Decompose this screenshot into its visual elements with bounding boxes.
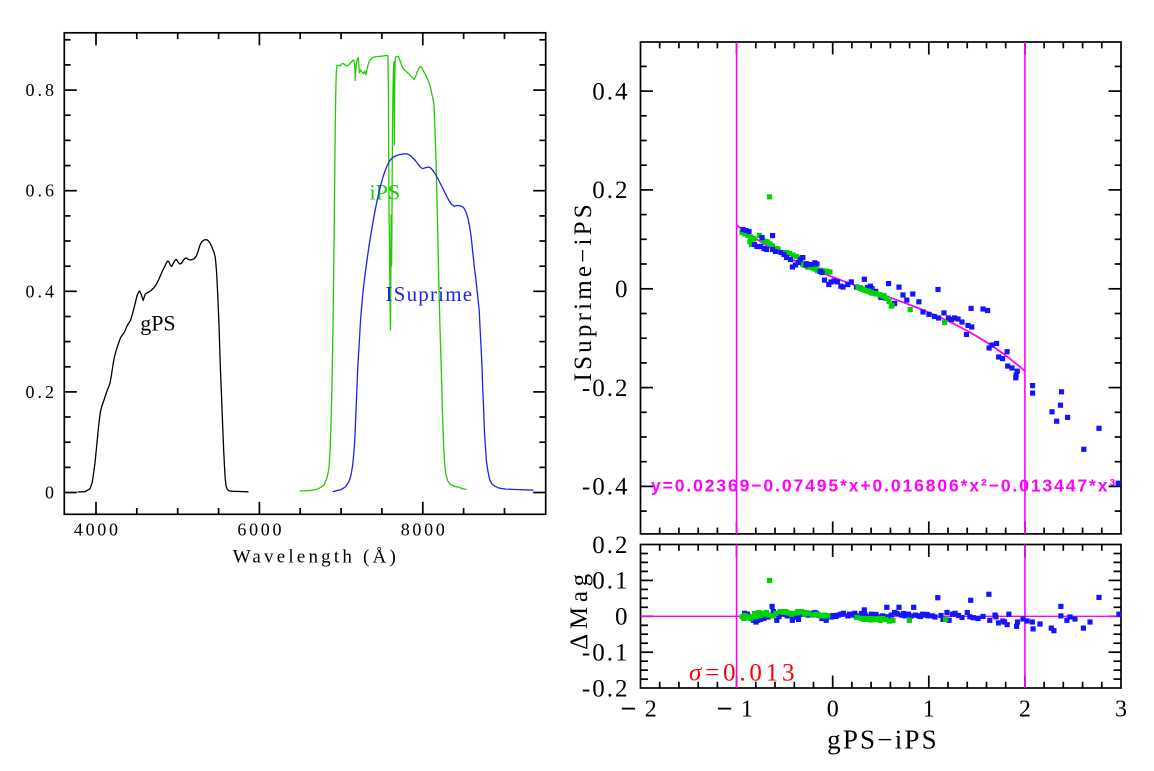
svg-text:-0.1: -0.1 [582, 640, 630, 667]
svg-text:σ=0.013: σ=0.013 [689, 659, 798, 686]
svg-text:0: 0 [827, 697, 839, 723]
svg-text:gPS: gPS [140, 310, 175, 335]
svg-text:y=0.02369−0.07495*x+0.016806*x: y=0.02369−0.07495*x+0.016806*x²−0.013447… [651, 476, 1117, 496]
svg-text:3: 3 [1115, 697, 1127, 723]
svg-text:Wavelength (Å): Wavelength (Å) [233, 547, 399, 568]
svg-text:0.1: 0.1 [592, 568, 629, 595]
svg-text:0.2: 0.2 [592, 177, 629, 204]
svg-text:ΔMag: ΔMag [566, 569, 593, 650]
svg-text:0.8: 0.8 [26, 80, 58, 100]
svg-text:6000: 6000 [237, 520, 284, 540]
svg-text:2: 2 [645, 697, 657, 723]
svg-text:1: 1 [741, 697, 753, 723]
svg-text:0: 0 [615, 276, 630, 303]
svg-text:-0.2: -0.2 [582, 675, 630, 702]
svg-text:2: 2 [1019, 697, 1031, 723]
svg-text:0.2: 0.2 [592, 532, 629, 559]
svg-text:8000: 8000 [401, 520, 448, 540]
svg-text:0.6: 0.6 [26, 181, 58, 201]
svg-text:ISuprime−iPS: ISuprime−iPS [570, 201, 597, 381]
svg-text:4000: 4000 [74, 520, 121, 540]
svg-text:1: 1 [923, 697, 935, 723]
svg-text:gPS−iPS: gPS−iPS [827, 725, 939, 755]
svg-text:-0.2: -0.2 [582, 375, 630, 402]
svg-text:-0.4: -0.4 [582, 474, 630, 501]
svg-text:0.4: 0.4 [592, 78, 629, 105]
svg-text:ISuprime: ISuprime [386, 282, 474, 306]
svg-text:0: 0 [45, 483, 57, 503]
svg-text:0.4: 0.4 [26, 281, 58, 301]
svg-text:0: 0 [615, 604, 630, 631]
svg-text:0.2: 0.2 [26, 382, 58, 402]
svg-text:iPS: iPS [370, 180, 401, 205]
